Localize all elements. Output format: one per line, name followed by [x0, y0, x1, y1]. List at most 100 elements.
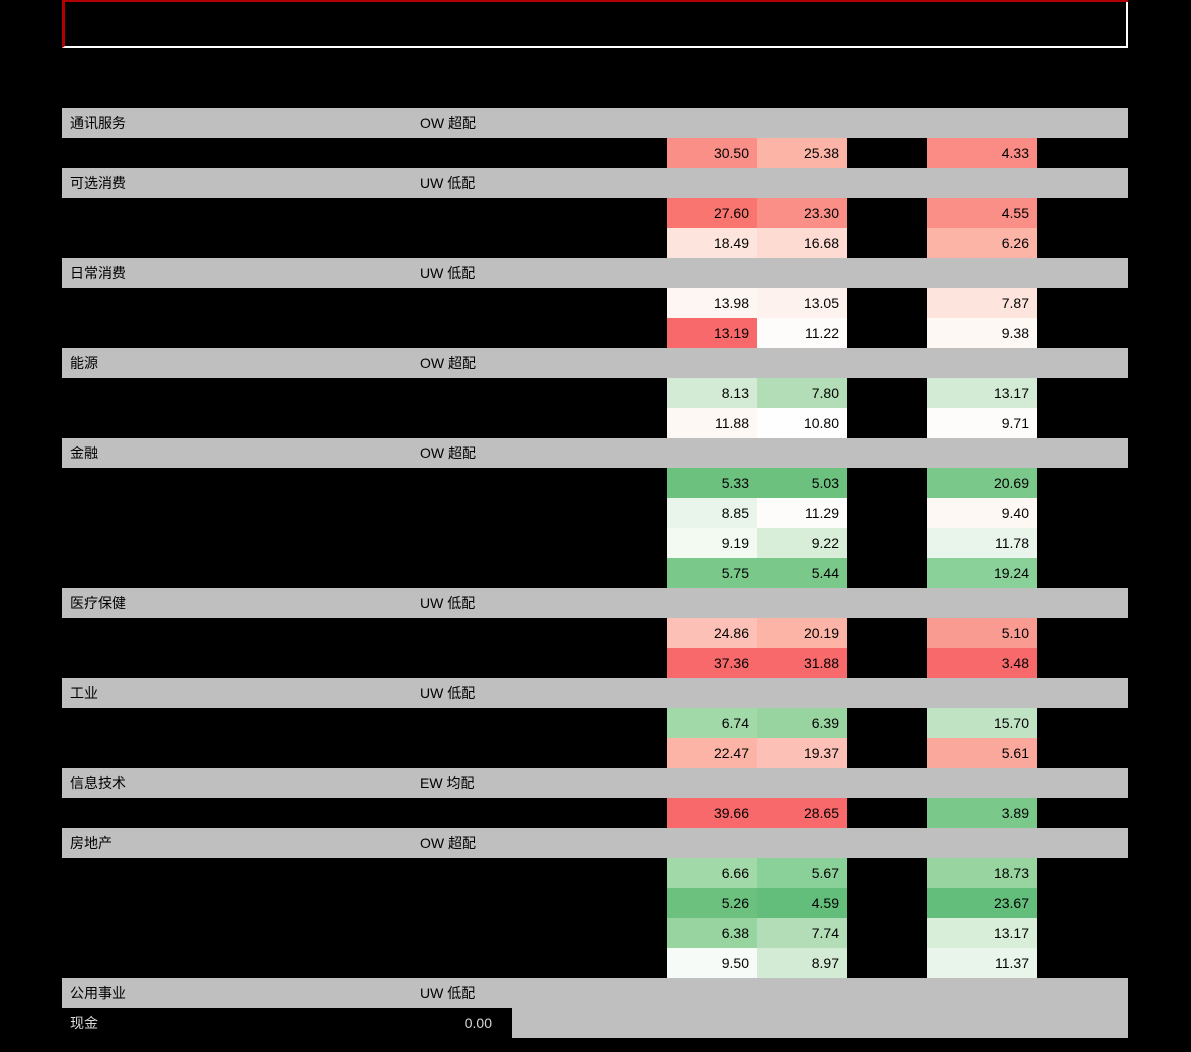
spacer [847, 468, 927, 498]
spacer [512, 348, 667, 378]
pe-next-cell: 5.44 [757, 558, 847, 588]
cash-label: 现金 [62, 1008, 412, 1038]
blank-cell [62, 138, 412, 168]
yield-cell: 11.37 [927, 948, 1037, 978]
table-row: 8.8511.299.40 [62, 498, 1128, 528]
table-row: 11.8810.809.71 [62, 408, 1128, 438]
spacer [847, 498, 927, 528]
spacer [1037, 198, 1128, 228]
blank-cell [927, 168, 1037, 198]
table-row: 9.199.2211.78 [62, 528, 1128, 558]
sector-name: 信息技术 [62, 768, 412, 798]
blank-cell [62, 618, 412, 648]
sector-header-row: 能源OW 超配 [62, 348, 1128, 378]
sector-header-row: 信息技术EW 均配 [62, 768, 1128, 798]
pe-next-cell: 8.97 [757, 948, 847, 978]
blank-cell [757, 828, 847, 858]
blank-cell [412, 738, 512, 768]
spacer [847, 738, 927, 768]
pe-next-cell: 7.80 [757, 378, 847, 408]
sector-rating: OW 超配 [412, 108, 512, 138]
pe-fwd-cell: 18.49 [667, 228, 757, 258]
pe-fwd-cell: 9.50 [667, 948, 757, 978]
pe-fwd-cell: 8.85 [667, 498, 757, 528]
spacer [1037, 948, 1128, 978]
spacer [847, 978, 927, 1008]
spacer [512, 738, 667, 768]
pe-fwd-cell: 27.60 [667, 198, 757, 228]
spacer [847, 408, 927, 438]
sector-name: 医疗保健 [62, 588, 412, 618]
blank-cell [62, 468, 412, 498]
spacer [512, 828, 667, 858]
pe-next-cell: 9.22 [757, 528, 847, 558]
spacer [1037, 348, 1128, 378]
blank-cell [927, 438, 1037, 468]
spacer [1037, 618, 1128, 648]
spacer [847, 618, 927, 648]
blank-cell [667, 168, 757, 198]
pe-fwd-cell: 11.88 [667, 408, 757, 438]
blank-cell [927, 1008, 1037, 1038]
spacer [847, 438, 927, 468]
spacer [847, 948, 927, 978]
sector-header-row: 医疗保健UW 低配 [62, 588, 1128, 618]
blank-cell [62, 558, 412, 588]
spacer [847, 1008, 927, 1038]
spacer [1037, 318, 1128, 348]
cash-row: 现金0.00 [62, 1008, 1128, 1038]
yield-cell: 20.69 [927, 468, 1037, 498]
spacer [512, 588, 667, 618]
spacer [512, 498, 667, 528]
blank-cell [412, 558, 512, 588]
yield-cell: 3.89 [927, 798, 1037, 828]
spacer [512, 408, 667, 438]
pe-next-cell: 5.03 [757, 468, 847, 498]
blank-cell [412, 288, 512, 318]
sector-name: 日常消费 [62, 258, 412, 288]
spacer [512, 378, 667, 408]
blank-cell [412, 318, 512, 348]
spacer [847, 528, 927, 558]
spacer [847, 138, 927, 168]
spacer [512, 138, 667, 168]
sector-name: 公用事业 [62, 978, 412, 1008]
yield-cell: 5.61 [927, 738, 1037, 768]
spacer [847, 288, 927, 318]
sector-rating: UW 低配 [412, 258, 512, 288]
blank-cell [62, 948, 412, 978]
pe-next-cell: 4.59 [757, 888, 847, 918]
table-row: 39.6628.653.89 [62, 798, 1128, 828]
blank-cell [927, 588, 1037, 618]
spacer [512, 528, 667, 558]
blank-cell [757, 258, 847, 288]
spacer [847, 888, 927, 918]
blank-cell [62, 648, 412, 678]
table-row: 9.508.97 11.37 [62, 948, 1128, 978]
blank-cell [412, 858, 512, 888]
spacer [1037, 918, 1128, 948]
pe-fwd-cell: 5.75 [667, 558, 757, 588]
table-row: 6.746.3915.70 [62, 708, 1128, 738]
sector-header-row: 金融OW 超配 [62, 438, 1128, 468]
sector-header-row: 通讯服务OW 超配 [62, 108, 1128, 138]
spacer [512, 708, 667, 738]
blank-cell [757, 348, 847, 378]
blank-cell [667, 1008, 757, 1038]
yield-cell: 11.78 [927, 528, 1037, 558]
pe-next-cell: 11.22 [757, 318, 847, 348]
table-row: 13.1911.229.38 [62, 318, 1128, 348]
sector-rating: UW 低配 [412, 978, 512, 1008]
spacer [1037, 168, 1128, 198]
blank-cell [757, 768, 847, 798]
blank-cell [667, 258, 757, 288]
spacer [1037, 438, 1128, 468]
sector-header-row: 房地产OW 超配 [62, 828, 1128, 858]
blank-cell [927, 108, 1037, 138]
pe-fwd-cell: 5.26 [667, 888, 757, 918]
spacer [1037, 1008, 1128, 1038]
pe-fwd-cell: 6.66 [667, 858, 757, 888]
blank-cell [62, 408, 412, 438]
pe-fwd-cell: 6.38 [667, 918, 757, 948]
spacer [847, 378, 927, 408]
